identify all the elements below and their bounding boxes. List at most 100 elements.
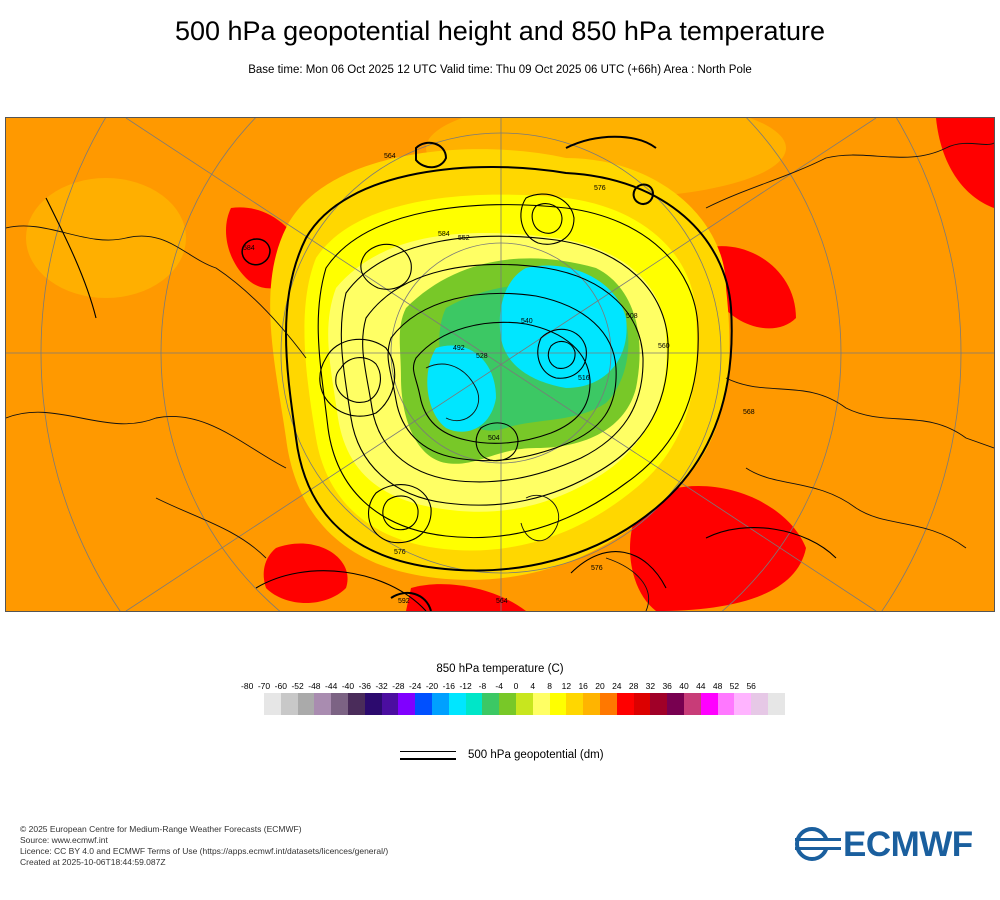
contour-label-group: 564 576 584 552 540 528 516 504 492 508 … bbox=[243, 153, 755, 605]
colorbar-swatch bbox=[633, 693, 651, 715]
colorbar-tick-label: -36 bbox=[358, 681, 371, 691]
contour-label: 508 bbox=[626, 313, 638, 320]
contour-label: 564 bbox=[496, 598, 508, 605]
colorbar-swatch bbox=[280, 693, 298, 715]
temperature-hotspot bbox=[263, 543, 348, 603]
contour-label: 560 bbox=[658, 343, 670, 350]
colorbar-swatch bbox=[650, 693, 668, 715]
colorbar-tick-label: -80 bbox=[241, 681, 254, 691]
colorbar-swatch bbox=[515, 693, 533, 715]
temperature-colorbar bbox=[264, 693, 785, 715]
temperature-patch bbox=[26, 178, 186, 298]
colorbar-swatch bbox=[381, 693, 399, 715]
colorbar-swatch bbox=[331, 693, 348, 715]
colorbar-swatch bbox=[448, 693, 466, 715]
map-title: 500 hPa geopotential height and 850 hPa … bbox=[174, 16, 825, 46]
colorbar-tick-label: -48 bbox=[308, 681, 321, 691]
contour-label: 576 bbox=[591, 565, 603, 572]
colorbar-swatch bbox=[683, 693, 701, 715]
contour-label: 504 bbox=[488, 435, 500, 442]
contour-label: 576 bbox=[394, 549, 406, 556]
contour-label: 576 bbox=[594, 185, 606, 192]
colorbar-swatch bbox=[297, 693, 315, 715]
colorbar-swatch bbox=[465, 693, 483, 715]
colorbar-tick-label: 4 bbox=[530, 681, 536, 691]
colorbar-tick-label: -32 bbox=[375, 681, 388, 691]
colorbar-swatch bbox=[415, 693, 432, 715]
colorbar-swatch bbox=[499, 693, 516, 715]
temperature-hotspot bbox=[406, 584, 526, 611]
colorbar-swatch bbox=[583, 693, 600, 715]
map-subtitle: Base time: Mon 06 Oct 2025 12 UTC Valid … bbox=[248, 64, 752, 76]
colorbar-swatch bbox=[566, 693, 584, 715]
geopotential-line-sample-bold bbox=[400, 758, 456, 760]
source-line: Source: www.ecmwf.int bbox=[20, 835, 108, 845]
colorbar-swatch bbox=[549, 693, 567, 715]
colorbar-tick-label: 20 bbox=[595, 681, 605, 691]
colorbar-tick-label: 56 bbox=[746, 681, 756, 691]
colorbar-tick-label: -28 bbox=[392, 681, 405, 691]
colorbar-tick-label: 40 bbox=[679, 681, 689, 691]
colorbar-tick-label: 32 bbox=[645, 681, 656, 691]
created-line: Created at 2025-10-06T18:44:59.087Z bbox=[20, 857, 166, 867]
colorbar-swatch bbox=[532, 693, 550, 715]
ecmwf-logo-icon bbox=[795, 827, 841, 861]
colorbar-swatch bbox=[431, 693, 449, 715]
colorbar-tick-label: 48 bbox=[712, 681, 723, 691]
ecmwf-logo: ECMWF bbox=[795, 825, 985, 864]
colorbar-tick-label: 44 bbox=[696, 681, 706, 691]
colorbar-tick-label: -8 bbox=[478, 681, 487, 691]
colorbar-tick-label: 16 bbox=[578, 681, 588, 691]
contour-label: 540 bbox=[521, 318, 533, 325]
colorbar-tick-label: -60 bbox=[274, 681, 287, 691]
contour-label: 584 bbox=[243, 245, 255, 252]
colorbar-swatch bbox=[717, 693, 735, 715]
colorbar-tick-label: 24 bbox=[612, 681, 622, 691]
colorbar-tick-label: -12 bbox=[459, 681, 472, 691]
graticule bbox=[6, 118, 994, 611]
colorbar-swatch bbox=[482, 693, 500, 715]
geopotential-legend-label: 500 hPa geopotential (dm) bbox=[468, 749, 604, 761]
colorbar-swatch bbox=[616, 693, 634, 715]
contour-label: 516 bbox=[578, 375, 590, 382]
contour-label: 552 bbox=[458, 235, 470, 242]
colorbar-swatch bbox=[667, 693, 684, 715]
colorbar-swatch bbox=[398, 693, 416, 715]
temperature-legend-ticks: -80 -70 -60 -52 -48 -44 -40 -36 -32 -28 -24 -20 -16-… bbox=[238, 681, 760, 693]
colorbar-tick-label: 12 bbox=[561, 681, 572, 691]
colorbar-tick-label: 8 bbox=[547, 681, 552, 691]
colorbar-swatch bbox=[347, 693, 365, 715]
temperature-legend-title: 850 hPa temperature (C) bbox=[436, 663, 564, 675]
colorbar-swatch bbox=[700, 693, 718, 715]
temperature-hotspot bbox=[629, 486, 806, 611]
colorbar-swatch bbox=[264, 693, 281, 715]
contour-label: 568 bbox=[743, 409, 755, 416]
colorbar-tick-label: -16 bbox=[442, 681, 455, 691]
colorbar-tick-label: -20 bbox=[425, 681, 439, 691]
colorbar-tick-label: -52 bbox=[291, 681, 304, 691]
coastlines bbox=[6, 142, 994, 611]
credits-block: © 2025 European Centre for Medium-Range … bbox=[20, 824, 388, 868]
temperature-hotspot bbox=[936, 118, 994, 208]
colorbar-swatch bbox=[751, 693, 768, 715]
colorbar-swatch bbox=[364, 693, 382, 715]
colorbar-tick-label: 36 bbox=[662, 681, 672, 691]
colorbar-tick-label: 0 bbox=[513, 681, 519, 691]
contour-label: 592 bbox=[398, 598, 410, 605]
map-svg: 564 576 584 552 540 528 516 504 492 508 … bbox=[6, 118, 994, 611]
colorbar-tick-label: -24 bbox=[409, 681, 422, 691]
temperature-field-coldest bbox=[427, 345, 496, 432]
colorbar-tick-label: -40 bbox=[341, 681, 355, 691]
colorbar-swatch bbox=[599, 693, 617, 715]
contour-label: 584 bbox=[438, 231, 450, 238]
geopotential-contours bbox=[45, 135, 837, 611]
geopotential-line-sample bbox=[400, 751, 456, 752]
colorbar-tick-label: -70 bbox=[257, 681, 271, 691]
colorbar-swatch bbox=[314, 693, 332, 715]
contour-label: 528 bbox=[476, 353, 488, 360]
colorbar-tick-label: 28 bbox=[628, 681, 639, 691]
colorbar-tick-label: -44 bbox=[325, 681, 338, 691]
copyright-line: © 2025 European Centre for Medium-Range … bbox=[20, 824, 302, 834]
ecmwf-logo-text: ECMWF bbox=[843, 825, 973, 864]
colorbar-tick-label: -4 bbox=[495, 681, 503, 691]
